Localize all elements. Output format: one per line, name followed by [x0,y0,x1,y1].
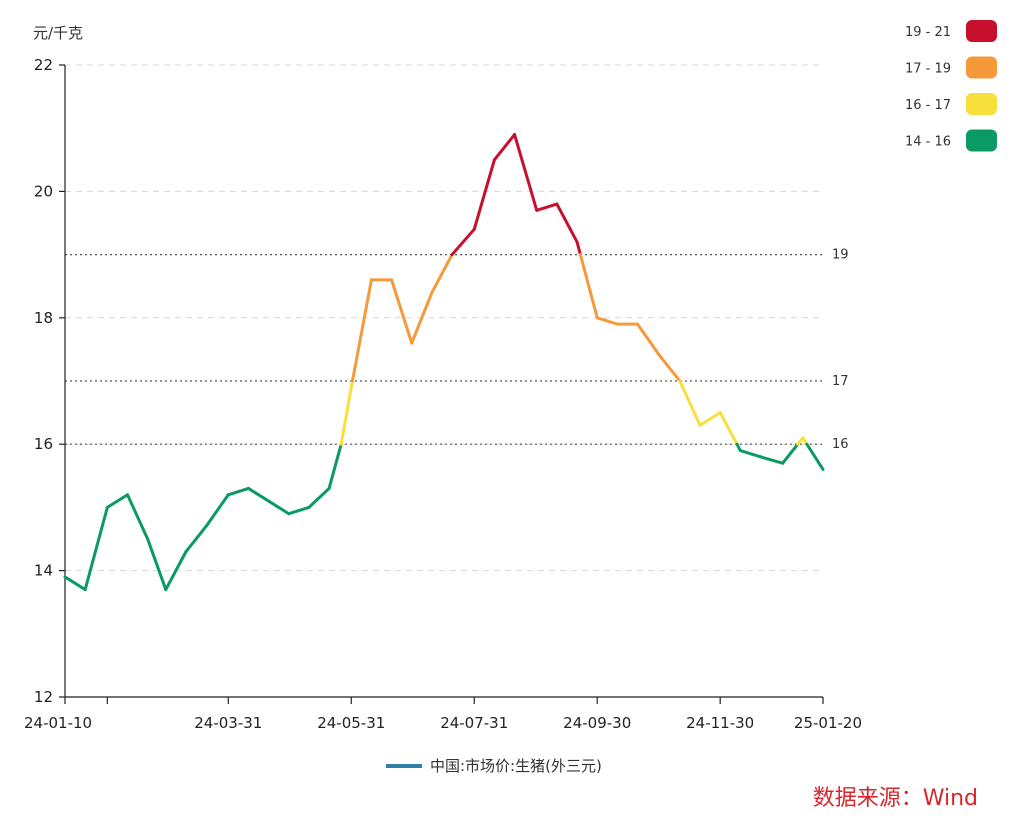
line-segment [698,411,722,427]
band-legend-swatch [966,93,997,115]
line-segment [327,442,343,490]
line-segment [658,354,682,383]
line-segment [513,133,539,212]
line-segment [63,575,87,592]
line-segment [718,411,739,446]
axes [64,65,823,698]
line-segment [390,278,414,345]
line-segment [430,253,454,295]
y-tick-label: 22 [34,56,53,74]
line-segment [805,442,825,471]
y-axis-ticks: 12 14 16 18 20 22 [34,56,65,706]
line-segment [246,486,271,503]
line-segment [595,316,619,326]
series-legend: 中国:市场价:生猪(外三元) [386,757,602,775]
y-tick-label: 14 [34,562,53,580]
reference-lines: 19 17 16 [65,248,849,452]
y-tick-label: 18 [34,309,53,327]
y-tick-label: 12 [34,688,53,706]
line-segment [410,291,434,345]
line-segment [575,240,582,257]
line-segment [164,550,188,592]
line-segment [125,493,150,541]
line-segment [738,449,763,459]
band-legend-swatch [966,129,997,152]
grid-layer [65,64,823,572]
band-legend-label: 16 - 17 [905,98,951,113]
line-segment [555,202,579,244]
line-segment [267,499,291,516]
band-legend-swatch [966,56,997,79]
x-axis-ticks: 24-01-10 24-03-31 24-05-31 24-07-31 24-09-30… [24,697,862,732]
reference-line-label: 19 [832,248,849,263]
line-segment [450,227,476,257]
price-line [63,133,825,592]
series-legend-label: 中国:市场价:生猪(外三元) [430,757,602,775]
band-legend-swatch [966,20,997,42]
source-note: 数据来源：Wind [813,786,978,811]
line-segment [678,379,702,427]
x-tick-label: 24-07-31 [440,714,508,732]
x-tick-label: 24-05-31 [317,714,385,732]
line-segment [146,537,168,592]
x-tick-label: 24-03-31 [194,714,262,732]
line-segment [472,158,496,231]
line-segment [287,505,311,516]
x-tick-label: 24-09-30 [563,714,631,732]
reference-line-label: 16 [832,437,849,452]
line-segment [350,278,373,383]
x-tick-label: 24-11-30 [686,714,754,732]
line-segment [307,486,331,509]
reference-line-label: 17 [832,374,849,389]
y-tick-label: 16 [34,435,53,453]
line-segment [492,133,517,162]
line-segment [105,493,129,509]
line-segment [184,524,208,554]
y-tick-label: 20 [34,182,53,200]
line-segment [83,505,109,592]
x-tick-label: 25-01-20 [794,714,862,732]
line-segment [781,442,800,465]
y-axis-unit: 元/千克 [33,24,83,42]
line-segment [578,253,599,320]
line-segment [204,493,230,528]
band-legend-label: 19 - 21 [905,25,951,40]
line-segment [535,202,559,212]
color-band-legend: 19 - 21 17 - 19 16 - 17 14 - 16 [905,20,997,152]
line-segment [759,455,785,465]
line-segment [339,385,353,446]
band-legend-label: 14 - 16 [905,135,951,150]
band-legend-label: 17 - 19 [905,62,951,77]
line-segment [636,322,662,358]
line-segment [226,486,250,497]
x-tick-label: 24-01-10 [24,714,92,732]
